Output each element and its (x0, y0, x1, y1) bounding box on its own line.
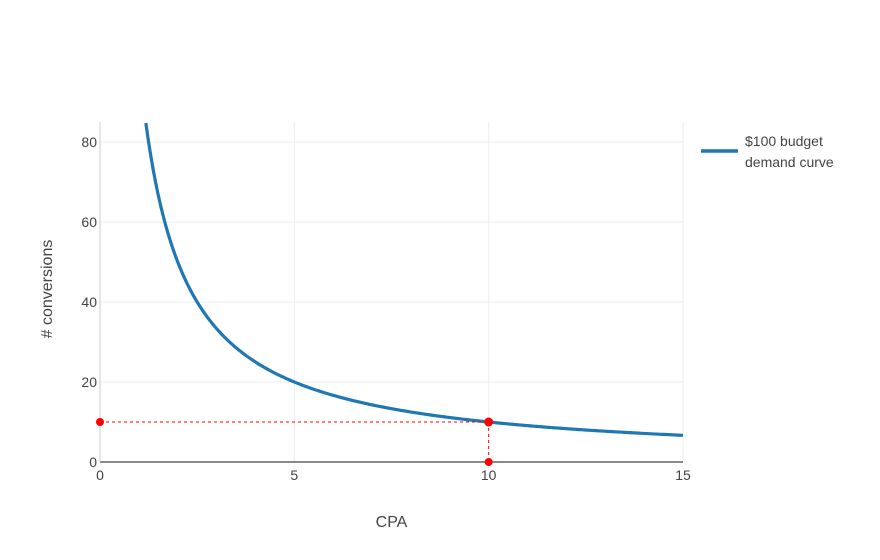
annotation-layer (96, 417, 494, 466)
y-axis-title: # conversions (39, 240, 56, 339)
legend-label-line-1: $100 budget (745, 133, 823, 149)
y-tick-label: 60 (81, 214, 97, 230)
legend[interactable]: $100 budget demand curve (701, 133, 834, 170)
x-axis-marker (484, 458, 493, 466)
x-tick-label: 5 (290, 467, 298, 483)
grid-lines (100, 122, 684, 462)
y-tick-label: 80 (81, 134, 97, 150)
y-tick-labels: 0 20 40 60 80 (81, 134, 97, 470)
series-layer (144, 122, 683, 437)
highlight-point[interactable] (484, 417, 494, 427)
series-line-0[interactable] (144, 122, 683, 437)
y-tick-label: 40 (81, 294, 97, 310)
y-tick-label: 20 (81, 374, 97, 390)
legend-label: $100 budget demand curve (745, 133, 834, 170)
x-axis-title: CPA (376, 514, 408, 531)
y-axis-marker (96, 418, 104, 426)
x-tick-label: 0 (96, 467, 104, 483)
axes (99, 122, 683, 463)
y-tick-label: 0 (89, 454, 97, 470)
x-tick-label: 15 (675, 467, 691, 483)
x-tick-label: 10 (481, 467, 497, 483)
x-tick-labels: 0 5 10 15 (96, 467, 691, 483)
legend-label-line-2: demand curve (745, 154, 834, 170)
